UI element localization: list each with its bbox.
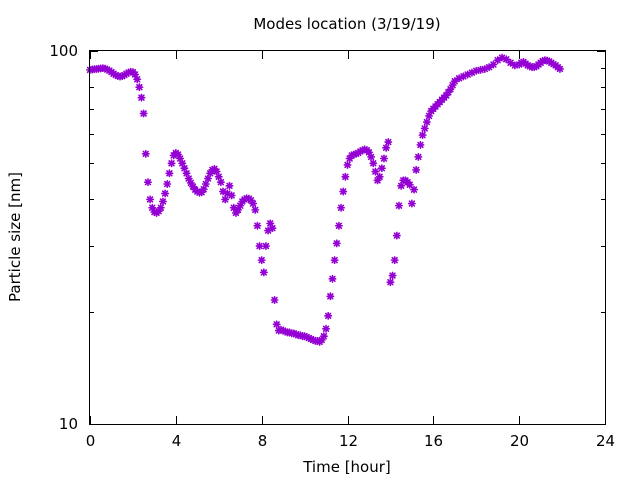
data-point <box>379 154 388 163</box>
data-point <box>146 195 155 204</box>
data-point <box>137 93 146 102</box>
data-point <box>135 83 144 92</box>
data-point <box>412 165 421 174</box>
data-point <box>339 187 348 196</box>
data-point <box>227 191 236 200</box>
data-point <box>139 109 148 118</box>
data-point <box>326 292 335 301</box>
data-point <box>249 199 258 208</box>
data-point <box>261 242 270 251</box>
data-point <box>259 268 268 277</box>
data-point <box>414 152 423 161</box>
data-point <box>388 271 397 280</box>
data-point <box>324 311 333 320</box>
y-tick-label: 100 <box>49 42 78 60</box>
data-point <box>143 178 152 187</box>
data-point <box>397 181 406 190</box>
x-tick-label: 0 <box>86 432 96 450</box>
data-point <box>407 199 416 208</box>
data-point <box>337 203 346 212</box>
data-point <box>221 195 230 204</box>
x-tick-label: 12 <box>339 432 358 450</box>
x-axis-label: Time [hour] <box>302 458 391 476</box>
data-point <box>377 164 386 173</box>
data-point <box>225 181 234 190</box>
chart-title: Modes location (3/19/19) <box>253 15 440 33</box>
y-tick-label: 10 <box>59 415 78 433</box>
data-point <box>418 131 427 140</box>
data-point <box>367 152 376 161</box>
data-point <box>251 205 260 214</box>
data-point <box>272 320 281 329</box>
data-point <box>322 324 331 333</box>
data-point <box>270 296 279 305</box>
data-point <box>384 138 393 147</box>
data-point <box>141 149 150 158</box>
data-point <box>161 189 170 198</box>
data-point <box>405 180 414 189</box>
data-point <box>167 159 176 168</box>
data-point <box>319 332 328 341</box>
data-point <box>410 185 419 194</box>
data-point <box>489 60 498 69</box>
data-point <box>178 159 187 168</box>
data-point <box>268 224 277 233</box>
data-point <box>422 118 431 127</box>
data-point <box>394 201 404 210</box>
data-point <box>330 256 339 265</box>
data-point <box>390 256 399 265</box>
data-point <box>328 274 337 283</box>
data-point <box>234 205 243 214</box>
y-axis-label: Particle size [nm] <box>6 172 24 302</box>
plot-frame <box>89 50 606 425</box>
data-point <box>555 64 564 73</box>
data-point <box>163 179 172 188</box>
x-tick-label: 20 <box>510 432 529 450</box>
data-point <box>343 160 352 169</box>
data-point <box>255 242 264 251</box>
data-point <box>371 167 380 176</box>
data-point <box>420 124 429 133</box>
x-axis: 0 4 8 12 16 20 24 <box>86 51 615 450</box>
y-axis: 10 100 <box>49 42 605 433</box>
data-point <box>156 203 165 212</box>
data-point <box>386 278 395 287</box>
data-point <box>375 172 384 181</box>
data-point <box>382 143 391 152</box>
data-point <box>165 169 174 178</box>
x-tick-label: 8 <box>258 432 268 450</box>
data-point <box>201 179 210 188</box>
data-point <box>416 140 425 149</box>
x-tick-label: 24 <box>596 432 615 450</box>
data-points <box>86 53 564 346</box>
x-tick-label: 16 <box>424 432 443 450</box>
data-point <box>133 75 142 84</box>
data-point <box>257 256 266 265</box>
data-point <box>216 178 225 187</box>
data-point <box>392 231 401 240</box>
data-point <box>253 221 262 230</box>
data-point <box>158 197 167 206</box>
data-point <box>332 239 341 248</box>
data-point <box>369 159 378 168</box>
x-tick-label: 4 <box>172 432 182 450</box>
data-point <box>334 221 343 230</box>
data-point <box>341 172 350 181</box>
